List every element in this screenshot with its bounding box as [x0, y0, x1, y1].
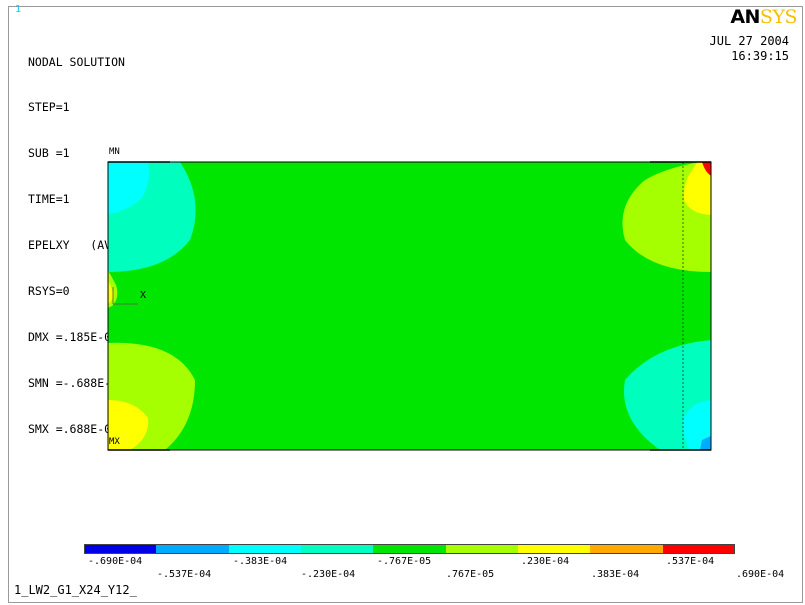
- plot-title: 1_LW2_G1_X24_Y12_: [14, 583, 137, 597]
- window-number: 1: [15, 4, 22, 15]
- legend-tick-label: -.230E-04: [301, 569, 356, 580]
- legend-cell: [445, 544, 518, 554]
- info-sub: SUB =1: [28, 146, 70, 161]
- legend-tick-label: .383E-04: [591, 569, 640, 580]
- legend-tick-label: -.767E-05: [377, 556, 432, 567]
- legend-frame: [84, 544, 735, 554]
- info-dmx: DMX =.185E-04: [28, 329, 119, 344]
- legend-tick-label: .767E-05: [446, 569, 495, 580]
- ansys-logo: ANSYS: [730, 6, 797, 28]
- info-step: STEP=1: [28, 100, 70, 115]
- contour-band: [700, 436, 711, 450]
- legend-tick-label: -.690E-04: [88, 556, 143, 567]
- legend-cell: [590, 544, 663, 554]
- legend-cell: [373, 544, 446, 554]
- contour-band: [683, 162, 711, 215]
- mx-marker: MX: [109, 437, 120, 447]
- legend-cell: [517, 544, 591, 554]
- legend-cell: [84, 544, 157, 554]
- legend-tick-label: .690E-04: [736, 569, 785, 580]
- mn-marker: MN: [109, 147, 120, 157]
- legend-tick-label: -.537E-04: [157, 569, 212, 580]
- contour-band: [683, 400, 711, 450]
- info-smx: SMX =.688E-04: [28, 421, 119, 436]
- legend-cell: [300, 544, 374, 554]
- legend-tick-label: .230E-04: [521, 556, 570, 567]
- contour-band: [108, 162, 149, 214]
- time-text: 16:39:15: [731, 49, 789, 63]
- solution-info: NODAL SOLUTION STEP=1 SUB =1 TIME=1 EPEL…: [28, 24, 125, 452]
- plate-outline: [107, 161, 712, 451]
- info-title: NODAL SOLUTION: [28, 54, 125, 69]
- color-legend: [84, 544, 735, 554]
- legend-cell: [156, 544, 229, 554]
- legend-tick-label: -.383E-04: [233, 556, 288, 567]
- date-text: JUL 27 2004: [709, 34, 789, 48]
- legend-cell: [228, 544, 301, 554]
- plate-background: [108, 162, 711, 450]
- contour-band: [702, 162, 711, 176]
- info-rsys: RSYS=0: [28, 284, 70, 299]
- axis-x-label: X: [140, 290, 147, 301]
- legend-tick-label: .537E-04: [666, 556, 715, 567]
- contour-band: [108, 280, 114, 304]
- contour-band: [108, 400, 149, 450]
- timestamp: JUL 27 2004 16:39:15: [710, 34, 789, 64]
- info-time: TIME=1: [28, 192, 70, 207]
- legend-cell: [662, 544, 735, 554]
